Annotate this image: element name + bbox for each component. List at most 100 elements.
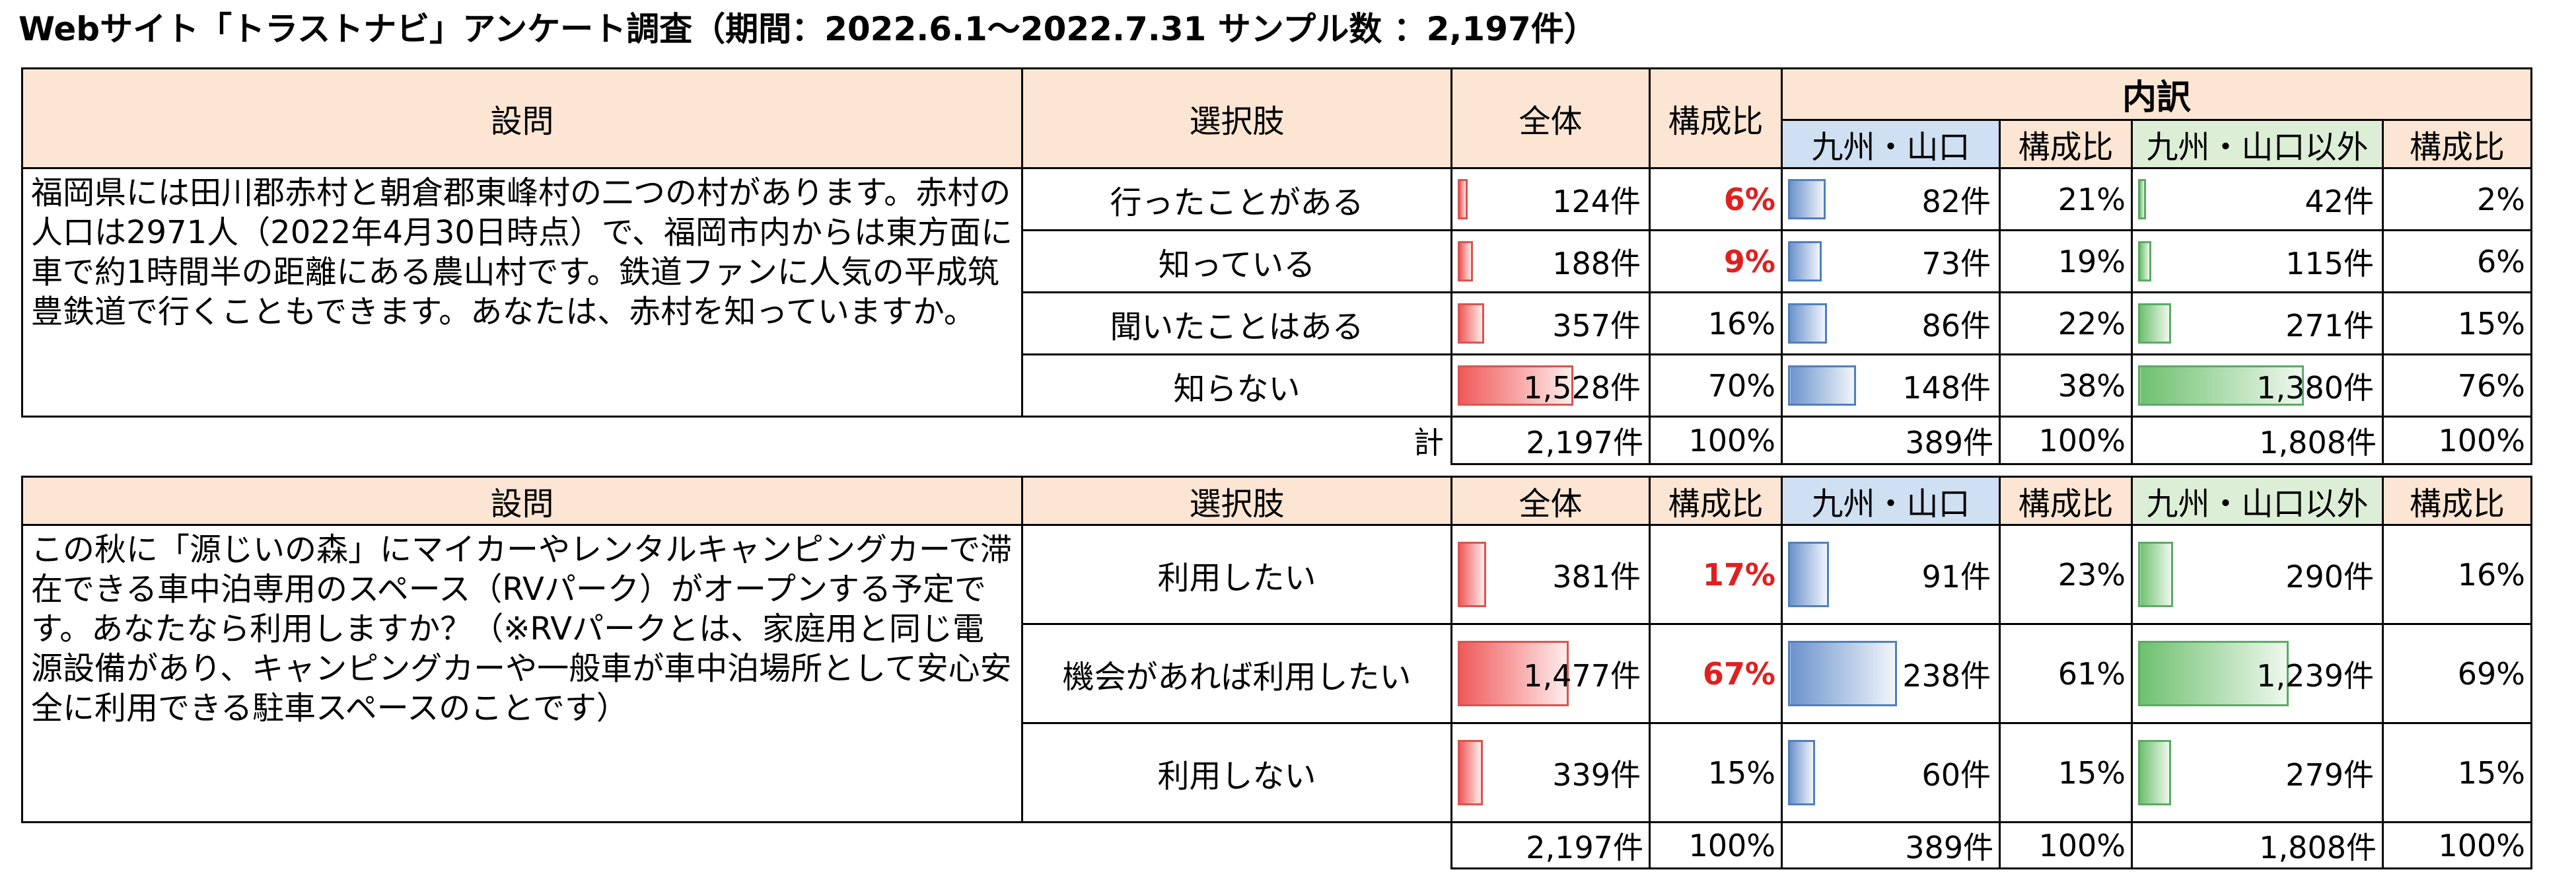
header-other: 九州・山口以外	[2131, 119, 2384, 169]
other-ratio: 69%	[2382, 623, 2532, 724]
header-question: 設問	[21, 67, 1023, 169]
kyushu-ratio: 23%	[1999, 524, 2133, 625]
kyushu-count-value: 86件	[1921, 307, 1991, 344]
total-count-bar	[1458, 541, 1486, 608]
option-label: 行ったことがある	[1021, 167, 1452, 231]
kyushu-count-bar	[1788, 541, 1829, 608]
totals-kyushu-ratio: 100%	[1999, 416, 2133, 465]
kyushu-count-bar	[1788, 640, 1897, 707]
header-kyushu: 九州・山口	[1781, 119, 2001, 169]
kyushu-count: 60件	[1781, 722, 2001, 823]
totals-other-ratio: 100%	[2382, 821, 2532, 869]
total-count-value: 1,477件	[1523, 657, 1641, 694]
kyushu-count-bar	[1788, 739, 1815, 806]
other-count-bar	[2138, 541, 2173, 608]
other-count-bar	[2138, 178, 2146, 220]
other-count-bar	[2138, 739, 2171, 806]
other-count: 42件	[2131, 167, 2384, 231]
total-count-value: 381件	[1552, 558, 1641, 595]
totals-kyushu-ratio: 100%	[1999, 821, 2133, 869]
header-other-ratio: 構成比	[2382, 476, 2532, 526]
kyushu-ratio: 19%	[1999, 229, 2133, 293]
header-ratio: 構成比	[1649, 67, 1783, 169]
total-count-bar	[1458, 739, 1483, 806]
other-count-bar	[2138, 240, 2151, 282]
totals-other-ratio: 100%	[2382, 416, 2532, 465]
kyushu-count-value: 238件	[1902, 657, 1991, 694]
other-ratio: 15%	[2382, 722, 2532, 823]
total-ratio: 6%	[1649, 167, 1783, 231]
other-ratio: 16%	[2382, 524, 2532, 625]
totals-spacer	[22, 417, 1022, 464]
kyushu-ratio: 21%	[1999, 167, 2133, 231]
kyushu-count-bar	[1788, 303, 1827, 344]
header-options: 選択肢	[1021, 476, 1452, 526]
header-total: 全体	[1450, 67, 1651, 169]
totals-kyushu: 389件	[1781, 821, 2001, 869]
other-count-value: 115件	[2285, 245, 2374, 281]
option-label: 利用しない	[1021, 722, 1452, 823]
kyushu-ratio: 15%	[1999, 722, 2133, 823]
kyushu-count-value: 73件	[1921, 245, 1991, 281]
header-kyushu: 九州・山口	[1781, 476, 2001, 526]
total-count-value: 1,528件	[1523, 369, 1641, 406]
total-ratio: 67%	[1649, 623, 1783, 724]
header-kyushu-ratio: 構成比	[1999, 476, 2133, 526]
kyushu-count: 238件	[1781, 623, 2001, 724]
header-ratio: 構成比	[1649, 476, 1783, 526]
table-row: 機会があれば利用したい 1,477件 67% 238件 61% 1,239件 69%	[22, 623, 2532, 724]
total-count: 188件	[1450, 229, 1651, 293]
total-ratio: 16%	[1649, 291, 1783, 355]
totals-kyushu: 389件	[1781, 416, 2001, 465]
kyushu-count-value: 60件	[1921, 756, 1991, 793]
table-row: この秋に「源じいの森」にマイカーやレンタルキャンピングカーで滞在できる車中泊専用…	[21, 524, 2532, 823]
total-count-bar	[1458, 365, 1573, 406]
table-row: 利用しない 339件 15% 60件 15% 279件 15%	[22, 722, 2532, 823]
totals-other: 1,808件	[2131, 821, 2384, 869]
other-ratio: 15%	[2382, 291, 2532, 355]
other-count: 1,239件	[2131, 623, 2384, 724]
other-count-value: 1,380件	[2256, 369, 2374, 406]
total-count-value: 357件	[1552, 307, 1641, 344]
kyushu-count-bar	[1788, 178, 1826, 220]
total-count-bar	[1458, 240, 1473, 282]
total-count-bar	[1458, 303, 1484, 344]
total-ratio: 15%	[1649, 722, 1783, 823]
other-count: 271件	[2131, 291, 2384, 355]
totals-label	[1022, 823, 1452, 869]
total-ratio: 17%	[1649, 524, 1783, 625]
other-count-bar	[2138, 640, 2289, 707]
kyushu-ratio: 38%	[1999, 353, 2133, 418]
page-title: Webサイト「トラストナビ」アンケート調査（期間：2022.6.1～2022.7…	[18, 10, 1597, 48]
total-count-value: 124件	[1552, 183, 1641, 219]
totals-spacer	[22, 823, 1022, 869]
total-count: 1,528件	[1450, 353, 1651, 418]
kyushu-count: 73件	[1781, 229, 2001, 293]
table-row: 福岡県には田川郡赤村と朝倉郡東峰村の二つの村があります。赤村の人口は2971人（…	[21, 167, 2532, 418]
other-count: 115件	[2131, 229, 2384, 293]
other-count-bar	[2138, 303, 2171, 344]
totals-row: 計 2,197件 100% 389件 100% 1,808件 100%	[22, 416, 2532, 465]
totals-other: 1,808件	[2131, 416, 2384, 465]
kyushu-count-value: 82件	[1921, 183, 1991, 219]
kyushu-count-bar	[1788, 240, 1822, 282]
totals-row: 2,197件 100% 389件 100% 1,808件 100%	[22, 821, 2532, 869]
table-row: 聞いたことはある 357件 16% 86件 22% 271件 15%	[22, 291, 2532, 355]
kyushu-count: 86件	[1781, 291, 2001, 355]
total-count: 357件	[1450, 291, 1651, 355]
other-count-bar	[2138, 365, 2304, 406]
header-other-ratio: 構成比	[2382, 119, 2532, 169]
total-ratio: 70%	[1649, 353, 1783, 418]
kyushu-count: 82件	[1781, 167, 2001, 231]
header-other: 九州・山口以外	[2131, 476, 2384, 526]
other-ratio: 6%	[2382, 229, 2532, 293]
other-count: 1,380件	[2131, 353, 2384, 418]
kyushu-count: 91件	[1781, 524, 2001, 625]
totals-total: 2,197件	[1450, 416, 1651, 465]
other-ratio: 2%	[2382, 167, 2532, 231]
kyushu-count-value: 91件	[1921, 558, 1991, 595]
other-count: 279件	[2131, 722, 2384, 823]
other-count-value: 271件	[2285, 307, 2374, 344]
table-row: 知らない 1,528件 70% 148件 38% 1,380件 76%	[22, 353, 2532, 418]
totals-label: 計	[1413, 425, 1444, 461]
